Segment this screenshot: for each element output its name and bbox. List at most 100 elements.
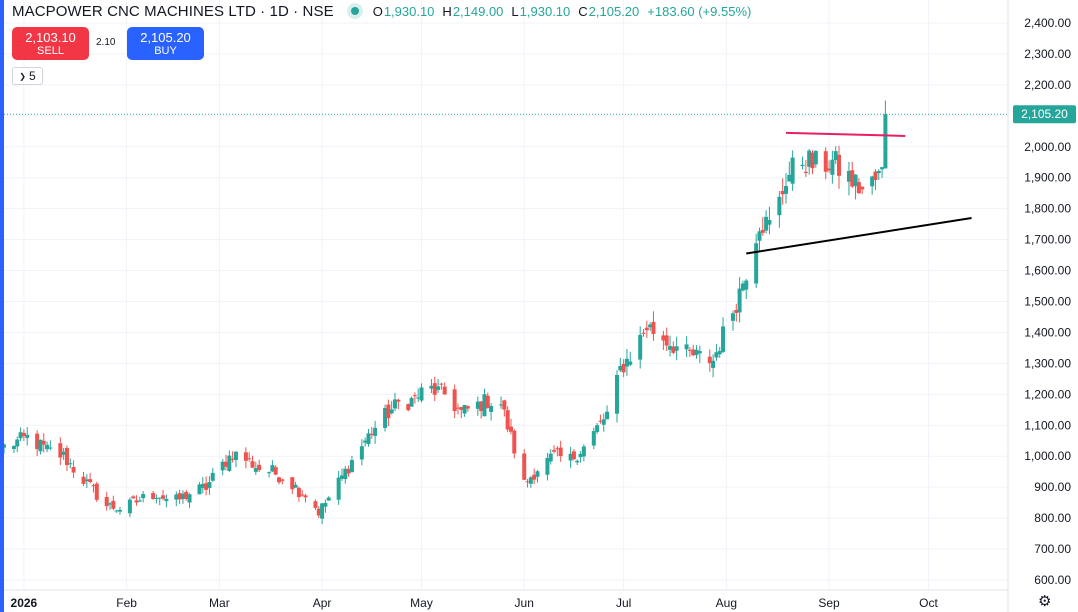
candle [615, 370, 620, 423]
candle [744, 278, 749, 300]
candle [41, 433, 46, 453]
candle [210, 467, 215, 482]
candle [651, 311, 656, 341]
candle [277, 476, 282, 485]
candle [595, 422, 600, 435]
candle-body [757, 231, 762, 241]
candle-body [204, 483, 209, 490]
candle [290, 476, 295, 495]
candle-body [671, 346, 676, 353]
candle [846, 161, 851, 196]
trendline [785, 131, 906, 137]
candle-body [581, 446, 586, 457]
price-tick-label: 1,500.00 [1024, 295, 1071, 309]
time-tick-label: Oct [919, 596, 938, 610]
candle [624, 349, 629, 376]
price-axis: 600.00 700.00 800.00 900.00 1,000.00 1,100.00… [1007, 0, 1076, 612]
candle-body [787, 174, 792, 182]
candle-body [114, 510, 119, 512]
candle [300, 490, 305, 497]
price-tick-label: 700.00 [1034, 542, 1071, 556]
candle [754, 233, 759, 288]
candle-body [522, 453, 527, 480]
candle-body [721, 326, 726, 352]
live-dot-icon [350, 7, 359, 15]
candle [127, 497, 132, 518]
candle [233, 451, 238, 468]
candle [386, 399, 391, 427]
candle [442, 382, 447, 395]
candlestick-series [2, 100, 888, 525]
candle-body [744, 280, 749, 290]
candle [180, 490, 185, 504]
candle-body [571, 451, 576, 460]
buy-button[interactable]: 2,105.20 BUY [127, 27, 204, 60]
candle [45, 441, 50, 453]
candle [412, 392, 417, 404]
candle-body [552, 450, 557, 452]
candle-body [856, 182, 861, 194]
candle-body [830, 159, 835, 175]
candle [280, 478, 285, 485]
candle-body [628, 361, 633, 365]
candle [81, 471, 86, 486]
candle [84, 474, 89, 488]
candle-body [717, 350, 722, 355]
sell-button[interactable]: 2,103.10 SELL [12, 27, 89, 60]
candle [721, 317, 726, 354]
candle [406, 403, 411, 412]
candle-body [810, 152, 815, 169]
candle-body [767, 220, 772, 225]
ohlc-readout: O1,930.10 H2,149.00 L1,930.10 C2,105.20 … [373, 4, 752, 19]
sell-label: SELL [37, 45, 64, 57]
candle-body [714, 352, 719, 358]
candle [94, 481, 99, 503]
candle-body [734, 310, 739, 313]
candle-body [558, 447, 563, 457]
candle [111, 495, 116, 511]
candle-body [489, 405, 494, 412]
symbol-title[interactable]: MACPOWER CNC MACHINES LTD · 1D · NSE [12, 2, 334, 20]
candle [694, 345, 699, 359]
time-tick-label: Mar [209, 596, 230, 610]
candle [621, 359, 626, 378]
candle-body [343, 468, 348, 480]
candle-body [502, 400, 507, 410]
open-label: O [372, 3, 383, 19]
candle [853, 174, 858, 200]
candle-body [369, 433, 374, 435]
price-tick-label: 2,300.00 [1024, 47, 1071, 61]
candle [104, 491, 109, 511]
candle [499, 396, 504, 409]
candle-body [548, 453, 553, 462]
candle-body [512, 430, 517, 454]
candle [363, 437, 368, 447]
candle [827, 160, 832, 174]
candle-body [694, 349, 699, 355]
candle [141, 491, 146, 503]
candle [568, 446, 573, 469]
candle [253, 461, 258, 475]
candle-body [91, 485, 96, 487]
candle [737, 277, 742, 323]
time-tick-label: 2026 [11, 596, 38, 610]
candle [479, 401, 484, 419]
candle-body [754, 243, 759, 284]
candle [628, 351, 633, 367]
candle-body [81, 476, 86, 484]
candle-body [505, 410, 510, 430]
candle [674, 336, 679, 361]
candle [68, 458, 73, 469]
candle [641, 329, 646, 337]
chevron-down-icon: ❯ [19, 71, 26, 81]
candle-body [383, 408, 388, 428]
candle-body [827, 168, 832, 171]
candle-body [439, 383, 444, 385]
gear-icon[interactable]: ⚙ [1038, 593, 1052, 610]
indicators-collapse-button[interactable]: ❯ 5 [12, 67, 43, 85]
candle-body [598, 420, 603, 422]
time-tick-label: May [410, 596, 433, 610]
change-value: +183.60 (+9.55%) [647, 3, 752, 19]
candle-body [174, 494, 179, 500]
